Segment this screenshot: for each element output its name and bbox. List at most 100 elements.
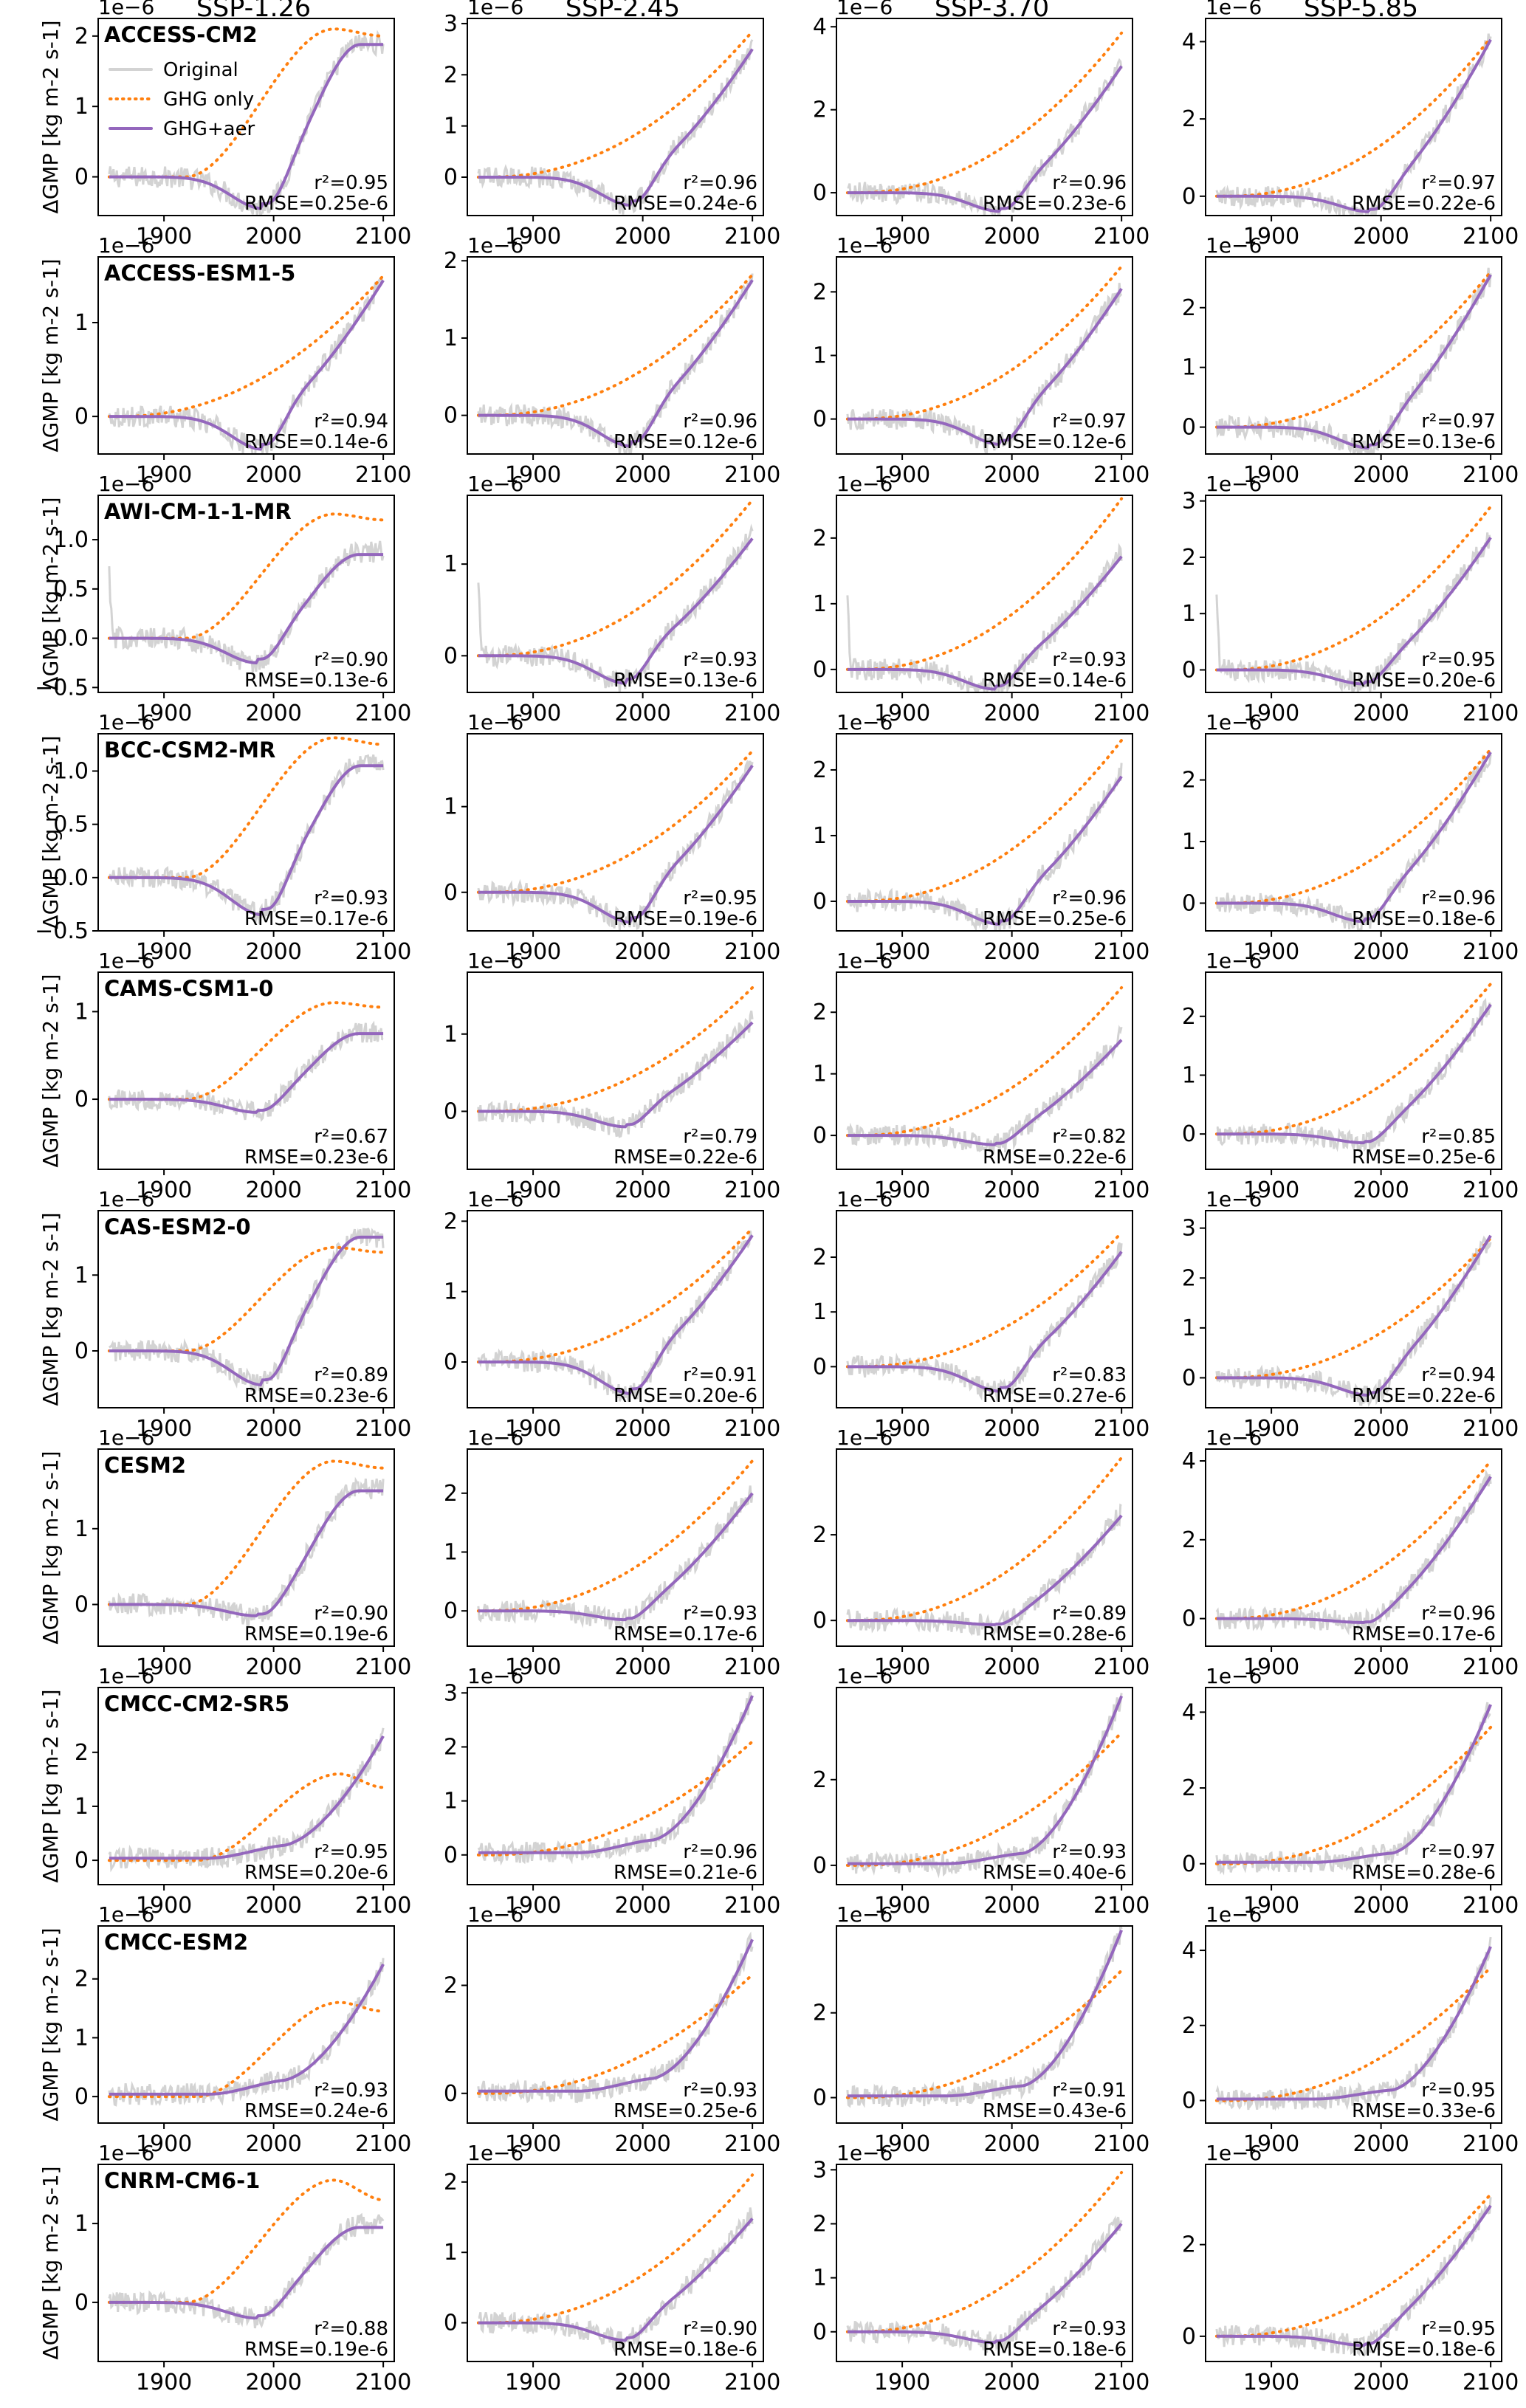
x-tick-label: 2100 [355,2131,411,2157]
series-ghg-aer-line [109,1032,384,1114]
axes-frame [97,971,395,1170]
y-tick-label: 0 [1182,1365,1196,1391]
series-ghg-aer-line [1216,1704,1492,1864]
y-exponent-label: 1e−6 [98,1902,154,1927]
y-tick-label: 2 [1182,1004,1196,1030]
y-tick-label: 0 [1182,1851,1196,1877]
y-exponent-label: 1e−6 [98,0,154,19]
x-tick-label: 1900 [136,2370,192,2395]
x-tick-label: 1900 [874,224,930,250]
x-tick-label: 2100 [1463,939,1519,965]
rmse-annotation: RMSE=0.13e-6 [1352,431,1496,453]
plot-area [1214,1459,1493,1636]
x-tick-label: 1900 [874,1177,930,1203]
r2-annotation: r²=0.93 [314,887,388,909]
x-tick-label: 2100 [724,1893,780,1919]
rmse-annotation: RMSE=0.18e-6 [1352,2339,1496,2361]
series-ghg-aer-line [478,279,754,448]
series-original-line [477,273,754,454]
rmse-annotation: RMSE=0.14e-6 [244,431,388,453]
x-tick-label: 2100 [1093,701,1149,726]
plot-area [1214,2192,1493,2358]
y-tick-label: 0 [444,2081,458,2107]
y-tick-label: 1 [444,1539,458,1565]
x-tick-label: 1900 [505,2370,561,2395]
series-ghg-only-line [1214,747,1493,905]
y-exponent-label: 1e−6 [1206,1664,1262,1688]
plot-area [476,498,755,692]
x-tick-label: 2100 [355,1416,411,1442]
y-exponent-label: 1e−6 [1206,1425,1262,1450]
r2-annotation: r²=0.95 [1421,649,1496,671]
series-ghg-aer-line [1216,274,1492,450]
y-tick-label: 1 [75,1794,89,1820]
rmse-annotation: RMSE=0.20e-6 [614,1385,757,1407]
x-tick-label: 2000 [1353,1177,1409,1203]
y-tick-label: 1 [813,591,827,617]
rmse-annotation: RMSE=0.18e-6 [1352,908,1496,930]
y-exponent-label: 1e−6 [98,472,154,496]
series-ghg-only-line [845,264,1124,421]
y-tick-label: 2 [444,248,458,274]
x-tick-label: 2100 [1463,701,1519,726]
r2-annotation: r²=0.96 [1421,1603,1496,1625]
x-tick-label: 2100 [1093,1416,1149,1442]
axes-frame [467,971,764,1170]
plot-area [1214,505,1493,692]
x-tick-label: 2100 [1463,224,1519,250]
r2-annotation: r²=0.93 [1052,649,1127,671]
series-ghg-only-line [1214,270,1493,429]
y-tick-label: 2 [1182,295,1196,321]
series-original-line [1215,1469,1492,1636]
y-tick-label: 2 [75,1740,89,1766]
r2-annotation: r²=0.89 [1052,1603,1127,1625]
x-tick-label: 1900 [874,701,930,726]
x-tick-label: 2000 [1353,2370,1409,2395]
plot-area [1214,982,1493,1152]
series-ghg-only-line [1214,1236,1493,1380]
axes-frame [836,1925,1133,2124]
axes-frame [836,2164,1133,2362]
plot-area [845,1926,1124,2108]
y-tick-label: 4 [1182,1448,1196,1474]
r2-annotation: r²=0.95 [1421,2318,1496,2340]
plot-area [845,1231,1124,1402]
x-tick-label: 2100 [355,1893,411,1919]
rmse-annotation: RMSE=0.40e-6 [983,1862,1127,1884]
x-tick-label: 2000 [1353,1893,1409,1919]
y-tick-label: 0 [813,889,827,915]
x-tick-label: 1900 [136,1893,192,1919]
y-axis-label: ΔGMP [kg m-2 s-1] [38,497,63,690]
x-tick-label: 1900 [874,2370,930,2395]
y-tick-label: 0 [813,1853,827,1879]
x-tick-label: 1900 [505,2131,561,2157]
panel: 1900 2000 2100 0 1 1e−6 CAMS-CSM1-0 r²=0.67RMSE… [75,949,411,1203]
x-tick-label: 1900 [1243,462,1299,488]
model-title: BCC-CSM2-MR [104,737,275,763]
series-ghg-aer-line [109,43,384,210]
y-tick-label: 1 [75,1262,89,1288]
y-axis-label: ΔGMP [kg m-2 s-1] [38,1927,63,2121]
series-original-line [846,1242,1123,1402]
y-exponent-label: 1e−6 [98,1664,154,1688]
y-tick-label: 1 [1182,355,1196,381]
x-tick-label: 1900 [1243,224,1299,250]
y-tick-label: 0 [444,165,458,190]
series-ghg-only-line [1214,2192,1493,2338]
y-tick-label: −0.5 [35,675,89,701]
panel: 1900 2000 2100 0 1 1e−6 ACCESS-ESM1-5 r²=0.94RM… [75,233,411,488]
y-tick-label: 0.0 [53,865,89,891]
x-tick-label: 2100 [724,224,780,250]
y-tick-label: 0 [813,1608,827,1634]
rmse-annotation: RMSE=0.22e-6 [983,1146,1127,1169]
x-tick-label: 2000 [983,1654,1039,1680]
series-ghg-only-line [476,498,755,658]
axes-frame [1205,971,1502,1170]
